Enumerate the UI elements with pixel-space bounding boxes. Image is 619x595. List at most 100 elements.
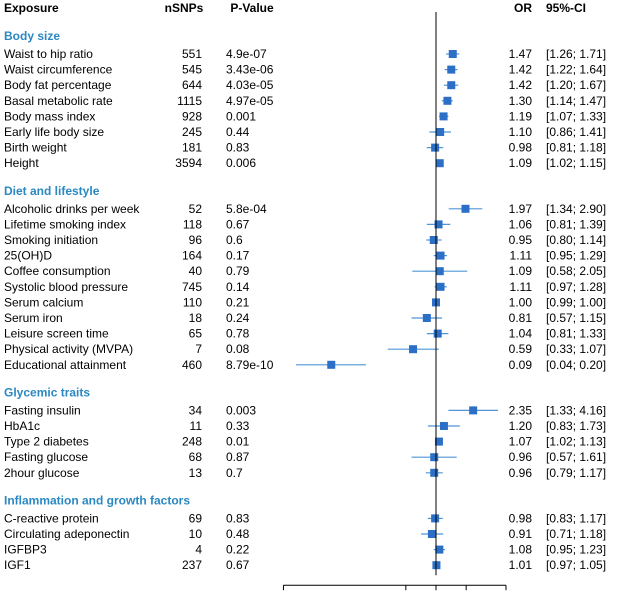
pvalue-value: 5.8e-04 — [226, 202, 267, 216]
exposure-label: Early life body size — [4, 125, 104, 139]
nsnps-value: 551 — [182, 47, 202, 61]
or-value: 0.96 — [509, 450, 533, 464]
or-value: 0.98 — [509, 141, 533, 155]
ci-value: [0.99; 1.00] — [546, 295, 606, 309]
pvalue-value: 3.43e-06 — [226, 63, 274, 77]
ci-value: [0.86; 1.41] — [546, 125, 606, 139]
exposure-label: Fasting glucose — [4, 450, 88, 464]
ci-value: [0.04; 0.20] — [546, 358, 606, 372]
x-tick-label: 1 — [433, 593, 440, 595]
exposure-label: Serum calcium — [4, 295, 83, 309]
or-marker — [439, 112, 448, 121]
or-value: 1.47 — [509, 47, 533, 61]
nsnps-value: 245 — [182, 125, 202, 139]
ci-value: [1.14; 1.47] — [546, 94, 606, 108]
exposure-label: HbA1c — [4, 419, 40, 433]
or-value: 1.42 — [509, 63, 533, 77]
header-nsnps: nSNPs — [165, 1, 204, 15]
or-marker — [469, 406, 478, 415]
or-marker — [436, 282, 445, 291]
ci-value: [0.81; 1.33] — [546, 327, 606, 341]
or-value: 0.91 — [509, 527, 533, 541]
nsnps-value: 928 — [182, 109, 202, 123]
pvalue-value: 0.001 — [226, 109, 256, 123]
pvalue-value: 4.97e-05 — [226, 94, 274, 108]
exposure-label: Educational attainment — [4, 358, 127, 372]
pvalue-value: 0.83 — [226, 141, 250, 155]
exposure-label: Basal metabolic rate — [4, 94, 113, 108]
or-marker — [461, 204, 470, 213]
or-marker — [435, 267, 444, 276]
section-title: Body size — [4, 29, 60, 43]
or-marker — [436, 128, 445, 136]
x-tick-label: 0.03 — [272, 593, 296, 595]
ci-value: [1.02; 1.15] — [546, 156, 606, 170]
or-value: 1.10 — [509, 125, 533, 139]
or-value: 1.06 — [509, 217, 533, 231]
or-value: 1.30 — [509, 94, 533, 108]
pvalue-value: 0.21 — [226, 295, 250, 309]
ci-value: [0.95; 1.29] — [546, 249, 606, 263]
nsnps-value: 237 — [182, 558, 202, 572]
forest-marks — [295, 50, 499, 570]
ci-value: [0.81; 1.39] — [546, 217, 606, 231]
ci-value: [0.79; 1.17] — [546, 466, 606, 480]
ci-value: [0.58; 2.05] — [546, 264, 606, 278]
exposure-label: Coffee consumption — [4, 264, 111, 278]
exposure-label: Fasting insulin — [4, 403, 81, 417]
or-value: 1.19 — [509, 109, 533, 123]
exposure-label: Body mass index — [4, 109, 95, 123]
nsnps-value: 545 — [182, 63, 202, 77]
or-value: 1.11 — [510, 280, 533, 294]
exposure-label: Waist to hip ratio — [4, 47, 93, 61]
nsnps-value: 69 — [189, 511, 203, 525]
or-marker — [422, 314, 431, 322]
exposure-label: Serum iron — [4, 311, 63, 325]
pvalue-value: 0.24 — [226, 311, 250, 325]
or-marker — [327, 360, 336, 369]
or-marker — [435, 545, 444, 554]
ci-value: [0.57; 1.61] — [546, 450, 606, 464]
nsnps-value: 248 — [182, 435, 202, 449]
pvalue-value: 0.01 — [226, 435, 250, 449]
forest-rows: Body size Waist to hip ratio 551 4.9e-07 1.4… — [4, 29, 606, 572]
or-marker — [439, 422, 448, 430]
or-marker — [433, 329, 442, 338]
or-marker — [447, 81, 456, 90]
or-value: 1.01 — [509, 558, 533, 572]
nsnps-value: 110 — [183, 295, 202, 309]
pvalue-value: 0.006 — [226, 156, 256, 170]
ci-value: [1.02; 1.13] — [546, 435, 606, 449]
nsnps-value: 644 — [182, 78, 202, 92]
ci-value: [1.26; 1.71] — [546, 47, 606, 61]
or-marker — [427, 530, 436, 538]
or-marker — [430, 453, 439, 462]
pvalue-value: 8.79e-10 — [226, 358, 274, 372]
or-marker — [431, 514, 440, 523]
exposure-label: Systolic blood pressure — [4, 280, 128, 294]
header-pvalue: P-Value — [230, 1, 274, 15]
or-value: 1.09 — [509, 156, 533, 170]
exposure-label: Body fat percentage — [4, 78, 112, 92]
or-marker — [435, 159, 444, 168]
pvalue-value: 0.22 — [226, 543, 250, 557]
exposure-label: Lifetime smoking index — [4, 217, 126, 231]
or-value: 0.81 — [509, 311, 533, 325]
pvalue-value: 0.79 — [226, 264, 250, 278]
pvalue-value: 0.6 — [226, 233, 243, 247]
pvalue-value: 0.83 — [226, 511, 250, 525]
exposure-label: IGFBP3 — [4, 543, 47, 557]
ci-value: [1.34; 2.90] — [546, 202, 606, 216]
or-value: 1.00 — [509, 295, 533, 309]
section-title: Diet and lifestyle — [4, 184, 100, 198]
pvalue-value: 0.87 — [226, 450, 250, 464]
or-marker — [443, 96, 452, 105]
header-ci: 95%-CI — [546, 1, 586, 15]
exposure-label: Smoking initiation — [4, 233, 98, 247]
ci-value: [0.80; 1.14] — [546, 233, 606, 247]
pvalue-value: 0.78 — [226, 327, 250, 341]
ci-value: [1.07; 1.33] — [546, 109, 606, 123]
or-marker — [436, 251, 445, 260]
nsnps-value: 34 — [189, 403, 203, 417]
